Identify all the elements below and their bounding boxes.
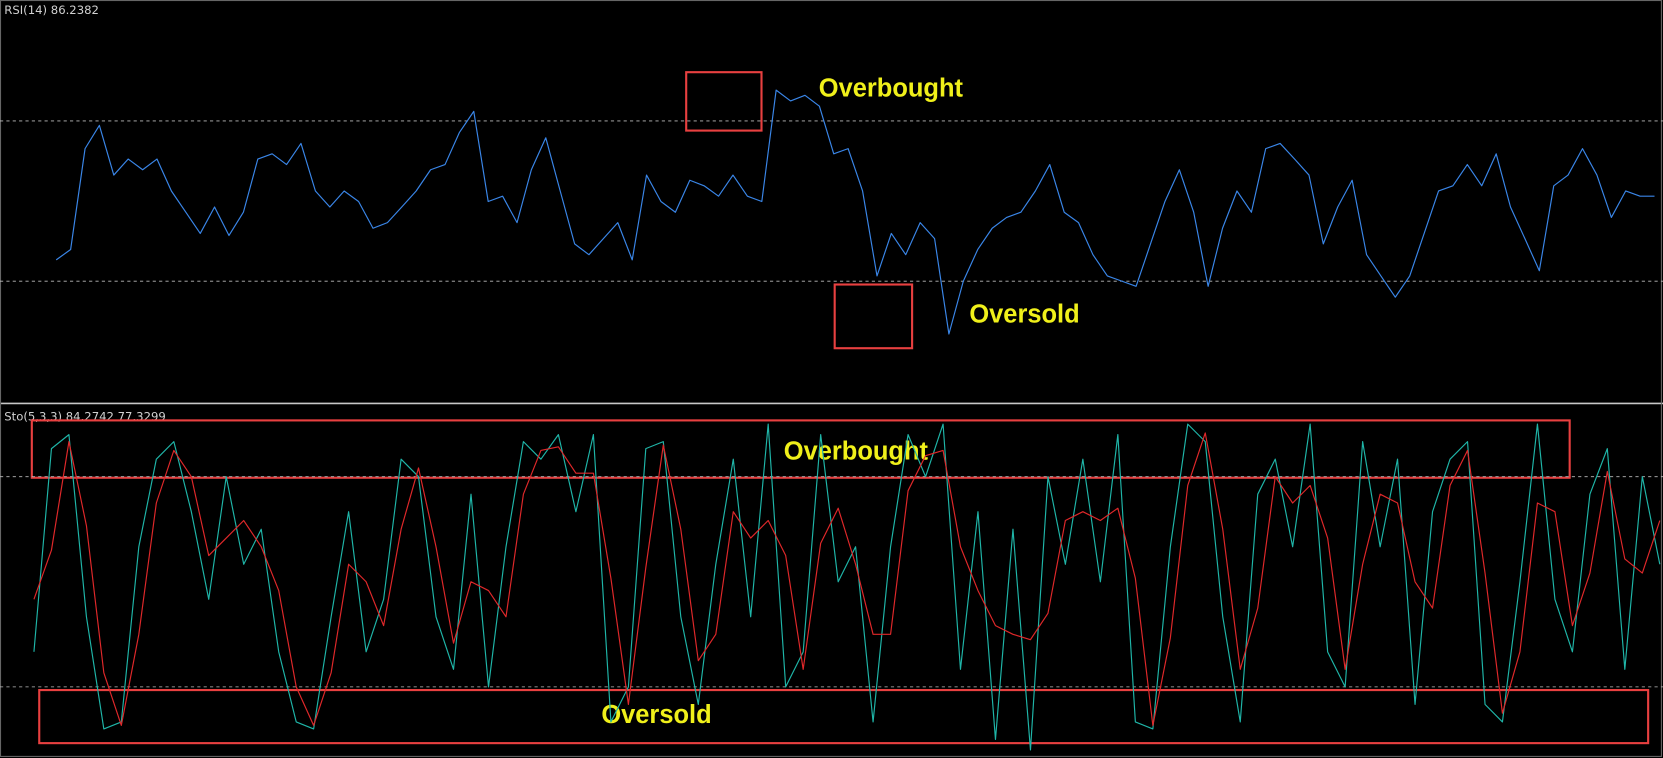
highlight-box <box>833 283 914 350</box>
rsi-title: RSI(14) 86.2382 <box>4 3 99 17</box>
series-line <box>33 423 1661 751</box>
series-line <box>33 432 1661 726</box>
highlight-box <box>30 419 1571 479</box>
series-line <box>55 89 1655 335</box>
highlight-box <box>38 688 1650 745</box>
annotation: Overbought <box>819 75 964 103</box>
annotation: Oversold <box>969 301 1079 329</box>
highlight-box <box>685 71 763 132</box>
annotation: Oversold <box>601 701 711 729</box>
